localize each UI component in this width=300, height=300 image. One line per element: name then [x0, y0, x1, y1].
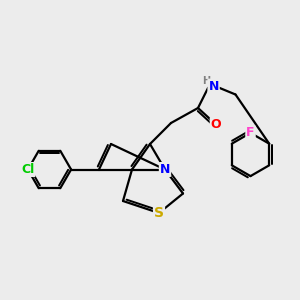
Text: Cl: Cl	[21, 163, 34, 176]
Text: N: N	[208, 80, 219, 93]
Text: S: S	[154, 206, 164, 220]
Text: N: N	[160, 163, 170, 176]
Text: O: O	[211, 118, 221, 131]
Text: H: H	[202, 76, 211, 86]
Text: F: F	[246, 126, 255, 140]
